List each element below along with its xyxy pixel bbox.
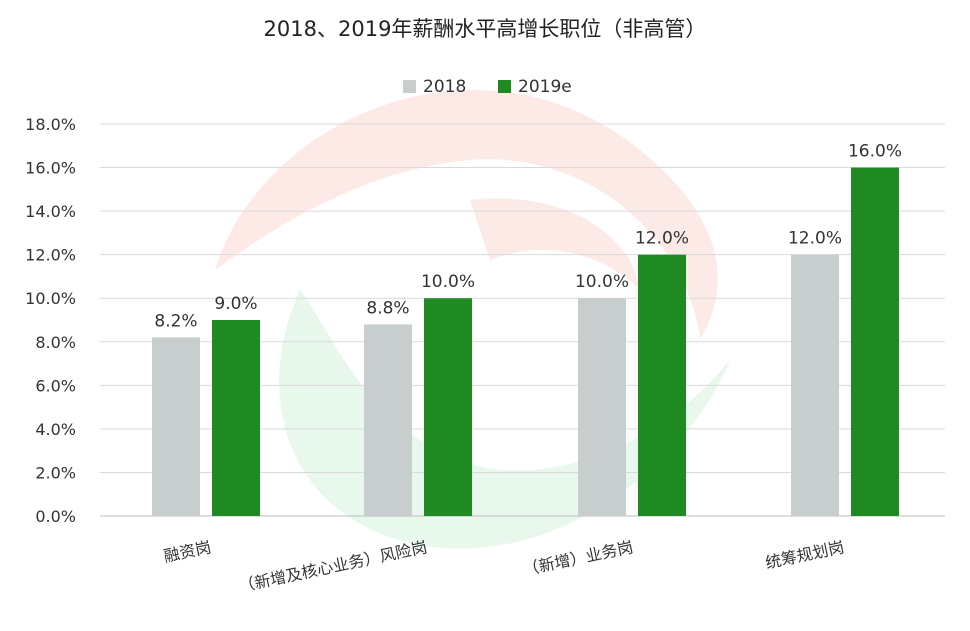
bar-2019e-1 — [424, 298, 472, 516]
y-tick-label: 8.0% — [35, 333, 76, 352]
bar-2019e-0 — [212, 320, 260, 516]
bar-2019e-3 — [851, 167, 899, 517]
x-category-label: 融资岗 — [162, 537, 213, 566]
data-label: 8.8% — [366, 298, 409, 318]
x-category-label: （新增）业务岗 — [521, 537, 635, 579]
bar-2018-0 — [152, 337, 200, 516]
y-tick-label: 16.0% — [25, 159, 76, 178]
chart-title: 2018、2019年薪酬水平高增长职位（非高管） — [264, 17, 707, 41]
legend-swatch-2019e — [498, 80, 511, 93]
y-axis-ticks: 0.0% 2.0% 4.0% 6.0% 8.0% 10.0% 12.0% 14.0% 16.0%… — [25, 115, 76, 526]
x-category-label: 统筹规划岗 — [764, 537, 846, 572]
x-axis-labels: 融资岗 （新增及核心业务）风险岗 （新增）业务岗 统筹规划岗 — [162, 537, 846, 596]
y-tick-label: 0.0% — [35, 507, 76, 526]
x-category-label: （新增及核心业务）风险岗 — [237, 537, 429, 596]
legend: 2018 2019e — [403, 77, 572, 97]
legend-swatch-2018 — [403, 80, 416, 93]
data-label: 10.0% — [575, 272, 629, 292]
data-label: 10.0% — [421, 272, 475, 292]
bars: 8.2% 9.0% 8.8% 10.0% 10.0% 12.0% 12.0% 16.0% — [152, 142, 902, 517]
y-tick-label: 10.0% — [25, 289, 76, 308]
y-tick-label: 18.0% — [25, 115, 76, 134]
y-tick-label: 4.0% — [35, 420, 76, 439]
data-label: 9.0% — [214, 294, 257, 314]
y-tick-label: 2.0% — [35, 463, 76, 482]
bar-2019e-2 — [638, 254, 686, 516]
data-label: 12.0% — [635, 229, 689, 249]
legend-label: 2018 — [423, 77, 466, 97]
y-tick-label: 12.0% — [25, 246, 76, 265]
bar-2018-1 — [364, 324, 412, 516]
data-label: 16.0% — [848, 142, 902, 162]
bar-2018-3 — [791, 254, 839, 516]
bar-2018-2 — [578, 298, 626, 516]
y-tick-label: 14.0% — [25, 202, 76, 221]
y-tick-label: 6.0% — [35, 376, 76, 395]
legend-label: 2019e — [518, 77, 572, 97]
data-label: 8.2% — [154, 311, 197, 331]
data-label: 12.0% — [788, 229, 842, 249]
